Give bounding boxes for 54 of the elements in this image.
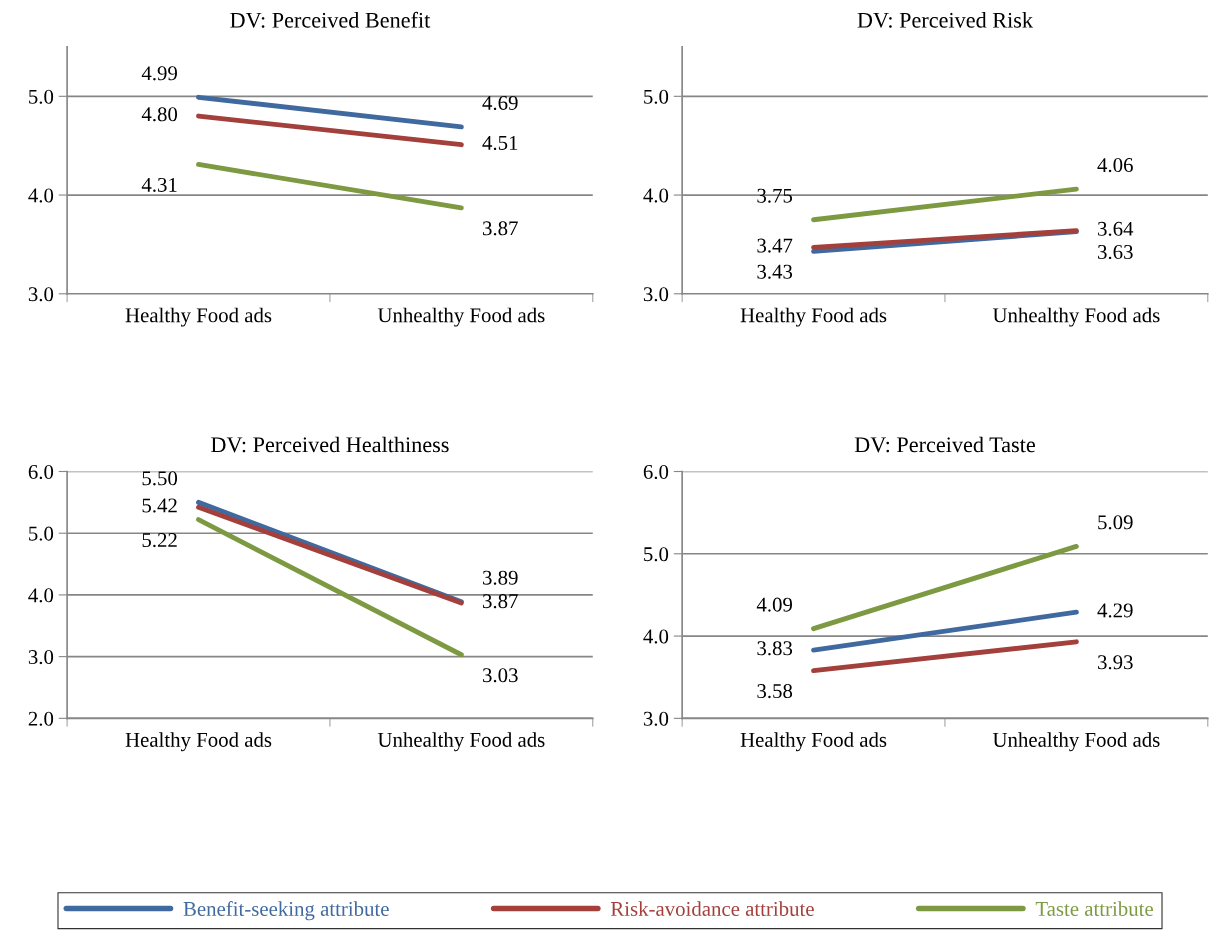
y-tick-label: 2.0 [28,711,54,726]
data-label: 5.50 [142,471,178,486]
data-label: 4.80 [141,107,178,122]
y-tick-label: 5.0 [29,526,54,541]
y-tick-label: 4.0 [643,188,669,203]
data-label: 4.09 [756,597,793,612]
y-tick-label: 4.0 [643,629,669,644]
x-tick-label: Unhealthy Food ads [992,732,1160,752]
data-label: 3.43 [757,264,793,279]
data-label: 3.03 [483,668,518,683]
x-tick-label: Healthy Food ads [125,307,272,327]
x-tick-label: Unhealthy Food ads [992,307,1160,327]
y-tick-label: 5.0 [644,89,669,104]
y-tick-label: 6.0 [28,464,54,480]
y-tick-label: 3.0 [28,287,54,302]
data-label: 3.87 [483,221,518,236]
text: Benefit-seeking attribute [183,901,389,921]
data-label: 3.58 [757,683,793,699]
data-label: 3.75 [757,188,793,203]
data-label: 3.63 [1098,245,1133,260]
y-tick-label: 6.0 [643,464,669,480]
y-tick-label: 3.0 [28,650,54,665]
data-label: 4.51 [482,135,518,150]
x-tick-label: Unhealthy Food ads [377,732,545,752]
data-label: 5.22 [142,533,177,548]
data-label: 4.31 [141,177,177,192]
data-label: 3.83 [757,641,793,656]
data-label: 5.09 [1098,515,1133,530]
y-tick-label: 5.0 [29,89,54,104]
data-label: 4.06 [1097,158,1133,173]
data-label: 3.87 [483,594,518,609]
data-label: 4.69 [482,95,518,111]
x-tick-label: Healthy Food ads [740,732,887,752]
text: Risk-avoidance attribute [610,901,814,916]
data-label: 3.89 [483,570,518,585]
data-label: 4.29 [1097,603,1133,618]
x-tick-label: Healthy Food ads [125,732,272,752]
y-tick-label: 4.0 [28,588,54,603]
x-tick-label: Unhealthy Food ads [377,307,545,327]
data-label: 3.93 [1098,655,1133,670]
y-tick-label: 4.0 [28,188,54,203]
text: Taste attribute [1035,901,1153,916]
chart-title: DV: Perceived Taste [854,436,1035,453]
chart-title: DV: Perceived Healthiness [211,436,449,453]
data-label: 5.42 [142,498,177,513]
data-label: 3.47 [757,238,793,253]
x-tick-label: Healthy Food ads [740,307,887,327]
y-tick-label: 5.0 [644,547,669,562]
chart-title: DV: Perceived Risk [857,12,1034,28]
y-tick-label: 3.0 [643,287,669,302]
chart-title: DV: Perceived Benefit [230,11,431,28]
data-label: 4.99 [141,66,177,81]
data-label: 3.64 [1098,221,1134,236]
y-tick-label: 3.0 [643,711,669,726]
